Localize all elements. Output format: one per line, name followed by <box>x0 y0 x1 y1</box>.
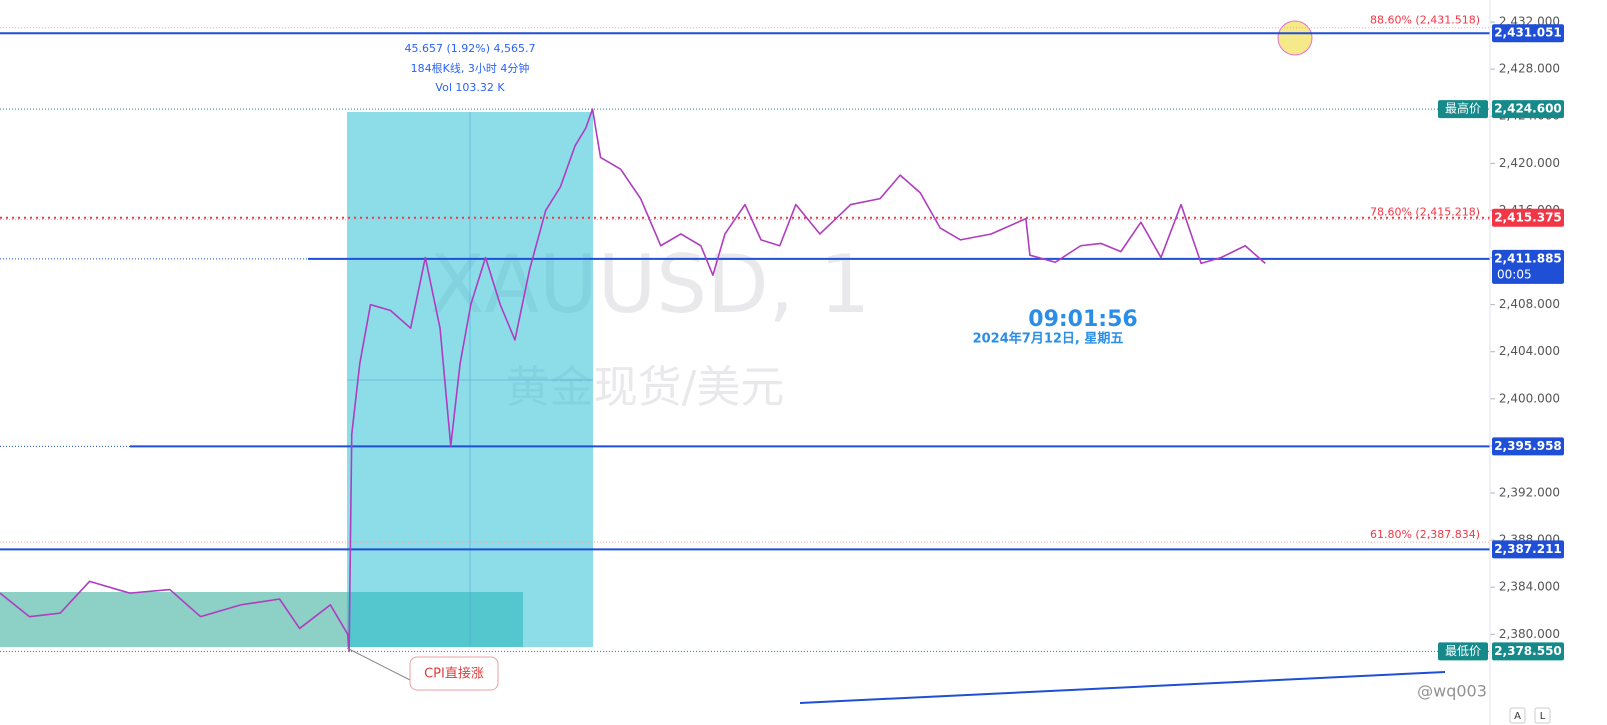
fib-label: 78.60% (2,415.218) <box>1370 206 1480 219</box>
trend-line <box>799 671 1446 704</box>
scale-button[interactable] <box>1509 707 1526 724</box>
price-label-box <box>1492 642 1564 661</box>
y-tick-label: 2,408.000 <box>1499 297 1560 311</box>
note-connector <box>346 647 411 681</box>
measure-info: 45.657 (1.92%) 4,565.7 184根K线, 3小时 4分钟 V… <box>405 42 536 94</box>
measure-text: 184根K线, 3小时 4分钟 <box>411 61 530 75</box>
scale-button-label[interactable]: A <box>1514 711 1521 722</box>
price-line <box>0 108 1266 653</box>
y-tick-label: 2,380.000 <box>1499 627 1560 641</box>
fib-label: 88.60% (2,431.518) <box>1370 14 1480 27</box>
price-tag: 最高价 <box>1445 101 1481 116</box>
scale-button-label[interactable]: L <box>1540 711 1546 722</box>
y-tick-label: 2,420.000 <box>1499 156 1560 170</box>
countdown-label: 00:05 <box>1497 267 1532 281</box>
price-label-box <box>1492 208 1564 227</box>
fib-label: 61.80% (2,387.834) <box>1370 528 1480 541</box>
note-box <box>409 656 499 691</box>
measure-text: Vol 103.32 K <box>435 81 505 94</box>
y-tick-label: 2,400.000 <box>1499 391 1560 405</box>
note-text: CPI直接涨 <box>424 666 484 682</box>
price-label: 2,431.051 <box>1494 26 1562 40</box>
time-label: 09:01:56 <box>1028 307 1137 332</box>
price-label: 2,395.958 <box>1494 439 1562 453</box>
price-label: 2,387.211 <box>1494 542 1562 556</box>
price-tag: 最低价 <box>1445 644 1481 658</box>
price-label-box <box>1492 249 1564 284</box>
measure-text: 45.657 (1.92%) 4,565.7 <box>405 42 536 55</box>
price-tag-box <box>1438 642 1488 661</box>
plot: 2,380.0002,384.0002,388.0002,392.0002,39… <box>0 14 1560 653</box>
scale-button[interactable] <box>1534 707 1551 724</box>
price-label-box <box>1492 540 1564 559</box>
price-label: 2,415.375 <box>1494 210 1562 224</box>
watermark: @wq003 <box>1417 682 1487 701</box>
y-tick-label: 2,404.000 <box>1499 344 1560 358</box>
y-tick-label: 2,384.000 <box>1499 580 1560 594</box>
price-label: 2,378.550 <box>1494 644 1562 658</box>
price-label: 2,424.600 <box>1494 102 1562 116</box>
y-tick-label: 2,428.000 <box>1499 62 1560 76</box>
price-label-box <box>1492 437 1564 456</box>
price-tag-box <box>1438 100 1488 119</box>
highlight <box>1277 20 1313 56</box>
price-label: 2,411.885 <box>1494 251 1562 265</box>
price-label-box <box>1492 24 1564 43</box>
price-label-box <box>1492 100 1564 119</box>
y-tick-label: 2,392.000 <box>1499 486 1560 500</box>
date-label: 2024年7月12日, 星期五 <box>973 331 1124 347</box>
